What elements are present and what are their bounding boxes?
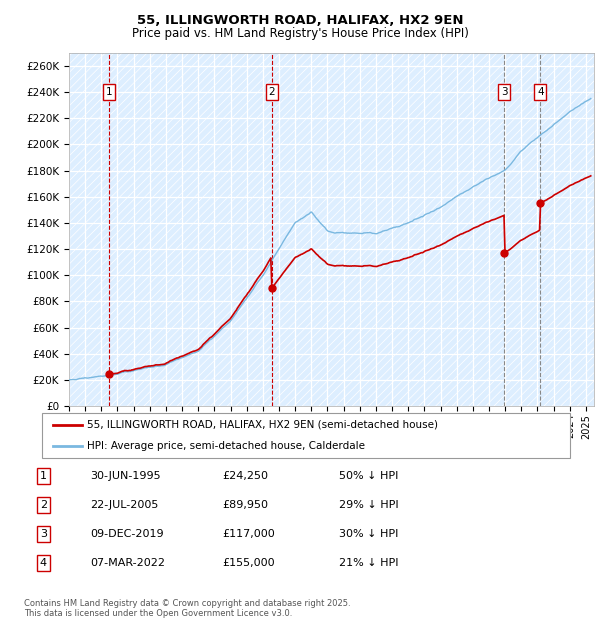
Text: £24,250: £24,250 (223, 471, 269, 481)
Text: 07-MAR-2022: 07-MAR-2022 (90, 558, 165, 568)
Text: 30-JUN-1995: 30-JUN-1995 (90, 471, 161, 481)
Text: 4: 4 (40, 558, 47, 568)
FancyBboxPatch shape (42, 413, 570, 458)
Text: 3: 3 (40, 529, 47, 539)
Text: 55, ILLINGWORTH ROAD, HALIFAX, HX2 9EN (semi-detached house): 55, ILLINGWORTH ROAD, HALIFAX, HX2 9EN (… (87, 420, 438, 430)
Text: 22-JUL-2005: 22-JUL-2005 (90, 500, 158, 510)
Text: £155,000: £155,000 (223, 558, 275, 568)
Text: 2: 2 (268, 87, 275, 97)
Text: 1: 1 (40, 471, 47, 481)
Text: 30% ↓ HPI: 30% ↓ HPI (338, 529, 398, 539)
Text: £89,950: £89,950 (223, 500, 269, 510)
Text: HPI: Average price, semi-detached house, Calderdale: HPI: Average price, semi-detached house,… (87, 440, 365, 451)
Text: 1: 1 (106, 87, 113, 97)
Text: Price paid vs. HM Land Registry's House Price Index (HPI): Price paid vs. HM Land Registry's House … (131, 27, 469, 40)
Text: 3: 3 (501, 87, 508, 97)
Text: 50% ↓ HPI: 50% ↓ HPI (338, 471, 398, 481)
Text: 09-DEC-2019: 09-DEC-2019 (90, 529, 164, 539)
Text: 29% ↓ HPI: 29% ↓ HPI (338, 500, 398, 510)
Text: 2: 2 (40, 500, 47, 510)
Text: £117,000: £117,000 (223, 529, 275, 539)
Text: 55, ILLINGWORTH ROAD, HALIFAX, HX2 9EN: 55, ILLINGWORTH ROAD, HALIFAX, HX2 9EN (137, 14, 463, 27)
Text: 4: 4 (537, 87, 544, 97)
Text: Contains HM Land Registry data © Crown copyright and database right 2025.
This d: Contains HM Land Registry data © Crown c… (24, 599, 350, 618)
Text: 21% ↓ HPI: 21% ↓ HPI (338, 558, 398, 568)
